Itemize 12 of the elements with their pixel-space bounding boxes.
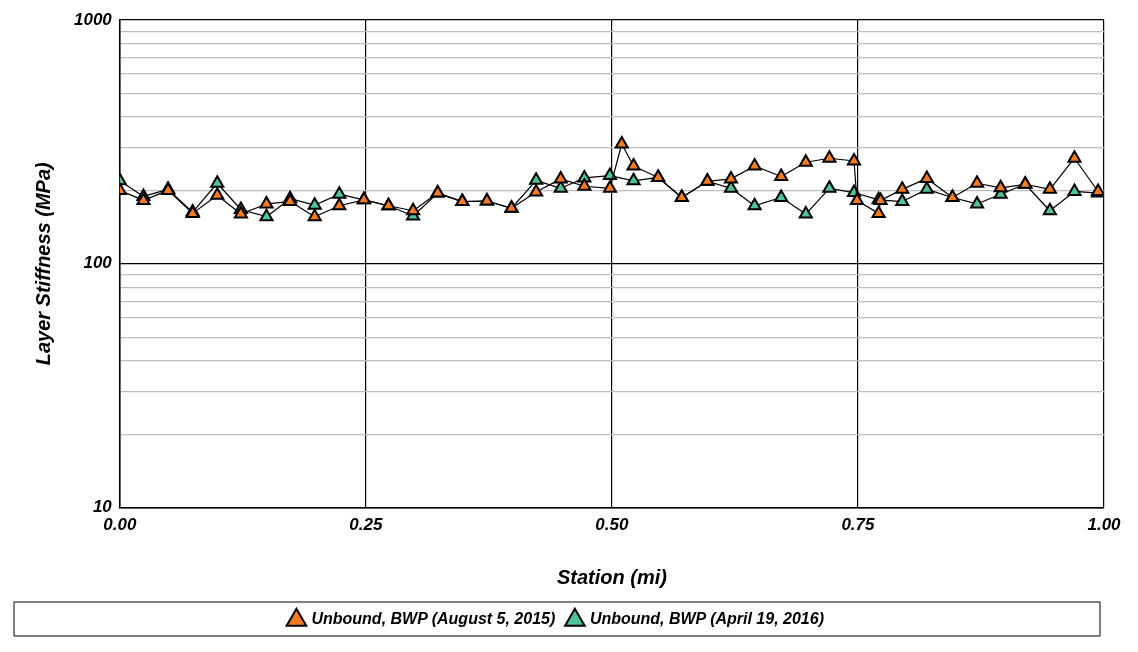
x-axis-title: Station (mi) (556, 565, 668, 588)
x-tick-label: 0.00 (103, 515, 137, 535)
y-tick-label: 1000 (73, 9, 113, 29)
y-tick-label: 100 (83, 253, 113, 273)
x-tick-label: 1.00 (1087, 515, 1122, 535)
legend-label: Unbound, BWP (April 19, 2016) (589, 610, 824, 628)
y-tick-label: 10 (92, 497, 113, 517)
y-axis-title: Layer Stiffness (MPa) (31, 161, 54, 366)
legend-label: Unbound, BWP (August 5, 2015) (311, 610, 556, 628)
x-tick-label: 0.50 (595, 515, 629, 535)
x-tick-label: 0.25 (349, 515, 383, 535)
x-tick-label: 0.75 (841, 515, 876, 535)
